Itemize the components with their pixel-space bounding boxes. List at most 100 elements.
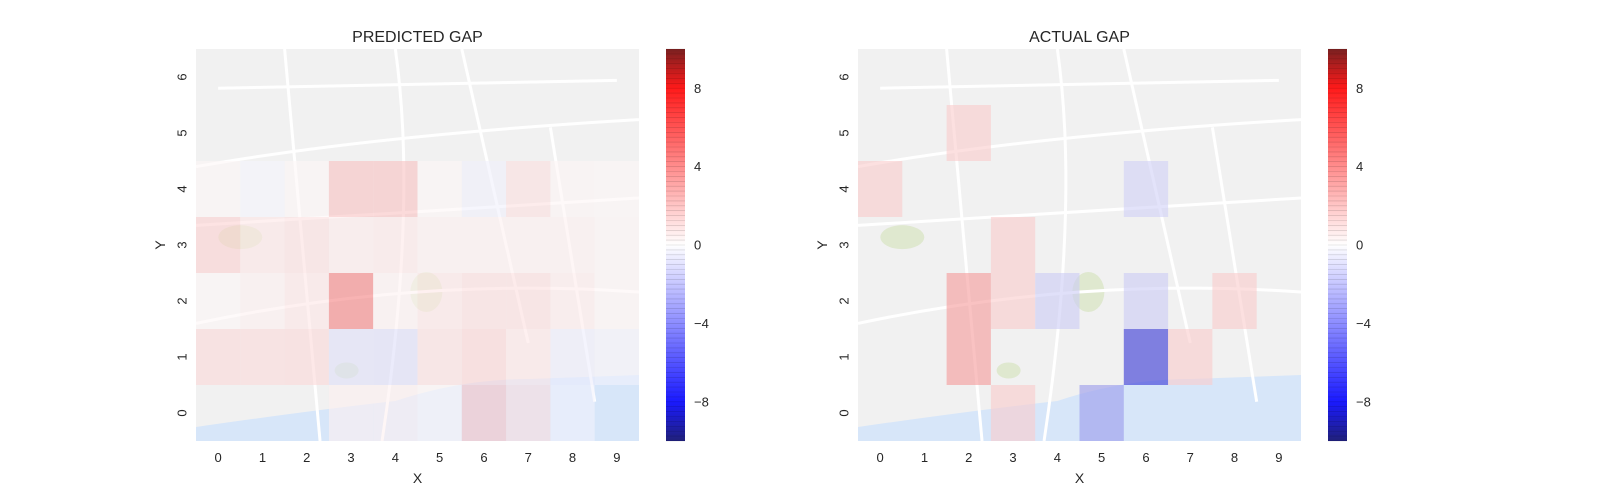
y-tick-label: 1 — [175, 353, 190, 360]
map-road — [1042, 49, 1068, 441]
heatmap-cell — [417, 161, 462, 217]
colorbar-tick-label: 0 — [1356, 238, 1363, 253]
heatmap-cell — [550, 385, 595, 441]
y-tick-label: 5 — [837, 129, 852, 136]
heatmap-cell — [594, 161, 639, 217]
heatmap-panel-1: ACTUAL GAP 0 1 2 3 4 5 6 7 8 9 0 1 2 3 4 5 6 X Y 8 4 0 −4 −8 — [814, 29, 1371, 486]
x-tick-label: 6 — [480, 450, 487, 465]
x-axis-label: X — [413, 470, 423, 486]
heatmap-cell — [594, 329, 639, 385]
heatmap-cell — [594, 217, 639, 273]
heatmap-cell — [417, 329, 462, 385]
heatmap-cell — [1123, 161, 1169, 217]
heatmap-cell — [373, 161, 418, 217]
y-tick-label: 6 — [175, 73, 190, 80]
heatmap-cell — [550, 273, 595, 329]
x-tick-label: 2 — [965, 450, 972, 465]
x-tick-label: 0 — [215, 450, 222, 465]
x-tick-label: 0 — [877, 450, 884, 465]
heatmap-cell — [373, 217, 418, 273]
heatmap-cell — [240, 217, 285, 273]
x-tick-label: 4 — [392, 450, 399, 465]
heatmap-cell — [240, 273, 285, 329]
chart-title: PREDICTED GAP — [352, 29, 483, 46]
colorbar-tick-label: −8 — [1356, 394, 1371, 409]
heatmap-cell — [1212, 273, 1257, 329]
heatmap-cell — [946, 105, 991, 161]
heatmap-cell — [196, 329, 241, 385]
heatmap-cell — [461, 161, 507, 217]
heatmap-cell — [284, 329, 329, 385]
colorbar-tick-label: −4 — [694, 316, 709, 331]
colorbar: 8 4 0 −4 −8 — [666, 48, 709, 442]
heatmap-cell — [373, 273, 418, 329]
x-tick-label: 3 — [347, 450, 354, 465]
x-tick-label: 7 — [525, 450, 532, 465]
heatmap-cell — [461, 217, 507, 273]
y-tick-label: 0 — [175, 409, 190, 416]
y-tick-label: 4 — [175, 185, 190, 192]
heatmap-cell — [373, 385, 418, 441]
map-road — [1210, 127, 1259, 403]
y-tick-label: 1 — [837, 353, 852, 360]
heatmap-cell — [417, 273, 462, 329]
heatmap-cell — [328, 217, 374, 273]
heatmap-cell — [506, 385, 551, 441]
map-road — [196, 118, 639, 169]
heatmap-cell — [461, 385, 507, 441]
heatmap-cell — [328, 161, 374, 217]
colorbar-tick-label: 4 — [1356, 159, 1363, 174]
colorbar-tick-label: 0 — [694, 238, 701, 253]
heatmap-cell — [373, 329, 418, 385]
heatmap-cell — [1079, 385, 1124, 441]
x-tick-label: 7 — [1187, 450, 1194, 465]
x-tick-label: 3 — [1009, 450, 1016, 465]
colorbar-gradient — [1328, 49, 1347, 441]
heatmap-cell — [417, 385, 462, 441]
heatmap-cell — [990, 385, 1036, 441]
heatmap-cell — [1035, 273, 1080, 329]
x-tick-label: 5 — [436, 450, 443, 465]
map-park — [996, 362, 1021, 379]
y-tick-label: 4 — [837, 185, 852, 192]
y-tick-label: 3 — [175, 241, 190, 248]
map-road — [858, 196, 1301, 227]
heatmap-cell — [1123, 273, 1169, 329]
colorbar-gradient — [666, 49, 685, 441]
heatmap-cell — [328, 385, 374, 441]
heatmap-cell — [196, 161, 241, 217]
x-tick-label: 8 — [1231, 450, 1238, 465]
map-background — [858, 49, 1301, 441]
y-tick-label: 0 — [837, 409, 852, 416]
heatmap-cell — [506, 329, 551, 385]
heatmap-panel-0: PREDICTED GAP 0 1 2 3 4 5 6 7 8 9 0 1 2 3 4 5 6 X Y 8 4 0 −4 −8 — [152, 29, 709, 486]
y-axis-label: Y — [152, 240, 168, 250]
heatmap-cell — [461, 273, 507, 329]
heatmap-cell — [946, 273, 991, 329]
y-tick-label: 2 — [837, 297, 852, 304]
x-tick-label: 6 — [1142, 450, 1149, 465]
x-tick-label: 2 — [303, 450, 310, 465]
heatmap-cell — [461, 329, 507, 385]
heatmap-cell — [328, 273, 374, 329]
heatmap-cell — [284, 273, 329, 329]
heatmap-cell — [550, 329, 595, 385]
colorbar-tick-label: 4 — [694, 159, 701, 174]
heatmap-cell — [196, 273, 241, 329]
heatmap-cell — [284, 217, 329, 273]
y-tick-label: 3 — [837, 241, 852, 248]
y-tick-label: 6 — [837, 73, 852, 80]
x-tick-label: 1 — [921, 450, 928, 465]
colorbar: 8 4 0 −4 −8 — [1328, 48, 1371, 442]
colorbar-tick-label: −8 — [694, 394, 709, 409]
heatmap-cell — [1123, 329, 1169, 385]
x-tick-label: 9 — [1275, 450, 1282, 465]
heatmap-cell — [946, 329, 991, 385]
heatmap-cell — [990, 217, 1036, 273]
x-tick-label: 1 — [259, 450, 266, 465]
colorbar-tick-label: 8 — [694, 81, 701, 96]
x-tick-label: 5 — [1098, 450, 1105, 465]
map-road — [858, 118, 1301, 169]
y-axis-label: Y — [814, 240, 830, 250]
